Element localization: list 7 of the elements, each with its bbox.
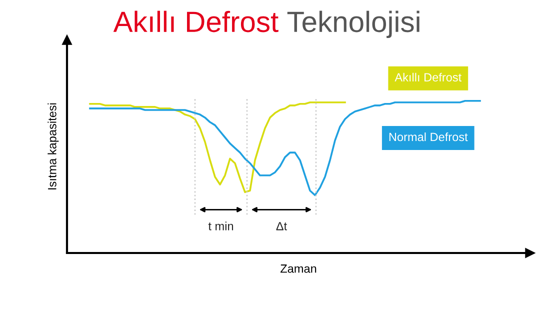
- chart-title: Akıllı Defrost Teknolojisi: [113, 10, 420, 38]
- annotation: Δt: [276, 222, 287, 230]
- text: Akıllı Defrost: [394, 72, 462, 82]
- text: Normal Defrost: [389, 132, 468, 142]
- y-axis-title: Isıtma kapasitesi: [48, 103, 59, 190]
- annotation: t min: [208, 222, 234, 230]
- x-axis-title: Zaman: [280, 264, 316, 273]
